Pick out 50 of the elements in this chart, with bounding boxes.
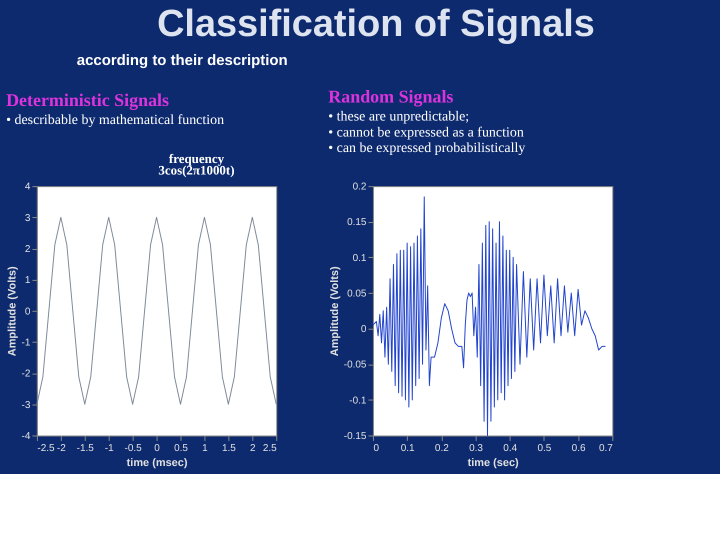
line-series <box>36 216 277 405</box>
x-tick-label: -1.5 <box>76 442 94 454</box>
x-tick-label: 0 <box>373 442 380 454</box>
x-tick-label: 2.5 <box>262 442 278 454</box>
x-tick-label: 0.5 <box>174 442 188 454</box>
x-tick-label: 0.1 <box>400 442 416 454</box>
y-axis-title: Amplitude (Volts) <box>328 266 341 356</box>
y-tick-label: 0 <box>24 306 31 318</box>
y-tick-label: -0.15 <box>344 430 367 442</box>
y-tick-label: -0.05 <box>344 360 367 371</box>
x-tick-label: 0.4 <box>503 442 518 454</box>
x-tick-label: -2 <box>56 442 66 454</box>
x-tick-label: 1.5 <box>222 442 236 454</box>
line-series <box>372 196 606 436</box>
text: according to their description <box>76 52 288 69</box>
y-tick-label: -3 <box>22 400 31 411</box>
text: • these are unpredictable; <box>328 109 470 124</box>
y-tick-label: -1 <box>22 337 31 348</box>
x-tick-label: 0.7 <box>598 442 614 454</box>
y-tick-label: 3 <box>24 212 31 224</box>
y-tick-label: -0.1 <box>349 395 367 406</box>
x-tick-label: 0 <box>154 442 160 454</box>
text: • cannot be expressed as a function <box>328 125 524 140</box>
x-tick-label: 0.2 <box>434 442 450 454</box>
x-tick-label: 2 <box>250 442 256 454</box>
chart-title: Random Signals <box>328 86 454 106</box>
y-tick-label: 0.15 <box>347 217 367 228</box>
y-axis-title: Amplitude (Volts) <box>6 266 19 356</box>
y-tick-label: -2 <box>22 368 31 380</box>
y-tick-label: 2 <box>24 244 31 255</box>
y-tick-label: 0.1 <box>352 252 367 264</box>
y-tick-label: 4 <box>24 182 31 193</box>
x-tick-label: 1 <box>202 442 208 454</box>
y-tick-label: 1 <box>24 275 31 286</box>
y-tick-label: 0.2 <box>352 182 367 193</box>
y-tick-label: -4 <box>22 430 31 442</box>
text: • can be expressed probabilistically <box>328 141 526 156</box>
y-tick-label: 0 <box>360 324 367 336</box>
x-tick-label: -0.5 <box>124 442 142 454</box>
y-tick-label: 0.05 <box>347 288 367 300</box>
x-axis-title: time (sec) <box>468 456 520 469</box>
chart-title: Deterministic Signals <box>6 90 170 110</box>
x-tick-label: 0.6 <box>572 442 586 454</box>
x-tick-label: 0.5 <box>537 442 552 454</box>
x-tick-label: 0.3 <box>469 442 484 454</box>
text: Classification of Signals <box>157 3 595 46</box>
text: • describable by mathematical function <box>6 113 224 128</box>
x-tick-label: -2.5 <box>37 442 56 454</box>
x-axis-title: time (msec) <box>126 456 188 469</box>
x-tick-label: -1 <box>104 442 114 454</box>
